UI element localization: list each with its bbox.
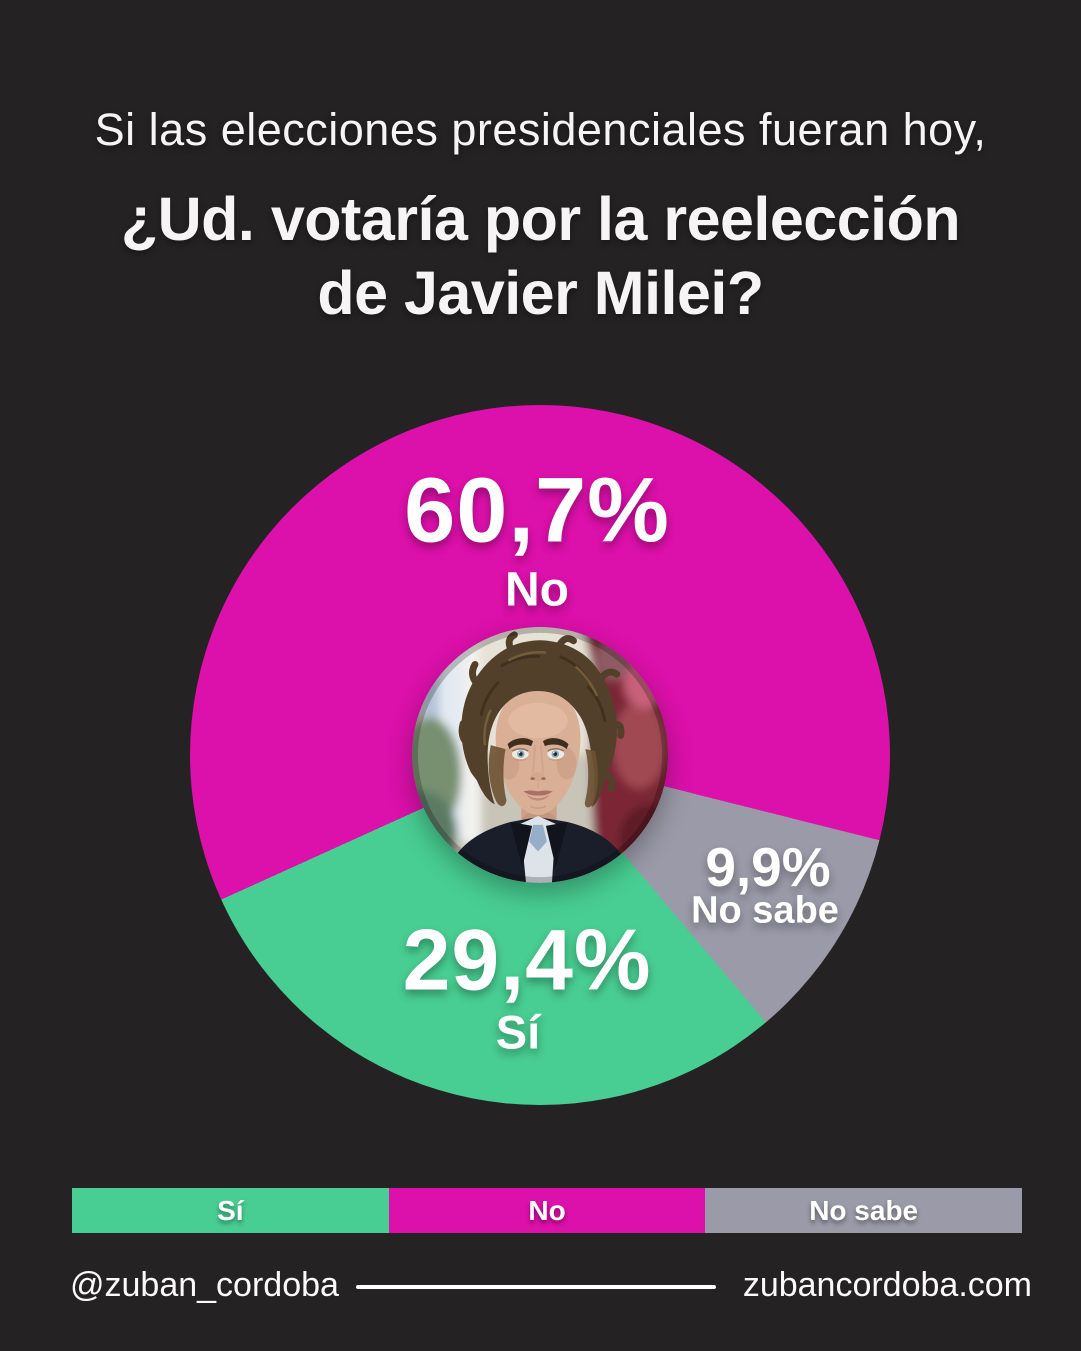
legend-item-si: Sí xyxy=(72,1188,389,1233)
pie-label-nosabe-text: No sabe xyxy=(691,889,839,932)
title-question-line2: de Javier Milei? xyxy=(317,259,764,327)
social-handle: @zuban_cordoba xyxy=(70,1266,339,1304)
pie-label-si-text: Sí xyxy=(495,1005,541,1059)
pie-label-si-percent: 29,4% xyxy=(402,912,652,1009)
website-url: zubancordoba.com xyxy=(742,1266,1032,1304)
title-subline: Si las elecciones presidenciales fueran … xyxy=(94,104,987,155)
pie-label-nosabe-percent: 9,9% xyxy=(705,836,831,898)
milei-portrait-photo xyxy=(412,627,668,883)
pie-label-no-percent: 60,7% xyxy=(404,459,670,562)
title-question-line1: ¿Ud. votaría por la reelección xyxy=(120,185,961,253)
footer-divider-line xyxy=(356,1285,716,1289)
legend-bar: Sí No No sabe xyxy=(72,1188,1023,1233)
milei-portrait-illustration xyxy=(412,627,668,883)
pie-label-no-text: No xyxy=(505,563,569,617)
legend-item-nosabe: No sabe xyxy=(705,1188,1023,1233)
legend-item-no: No xyxy=(388,1188,706,1233)
